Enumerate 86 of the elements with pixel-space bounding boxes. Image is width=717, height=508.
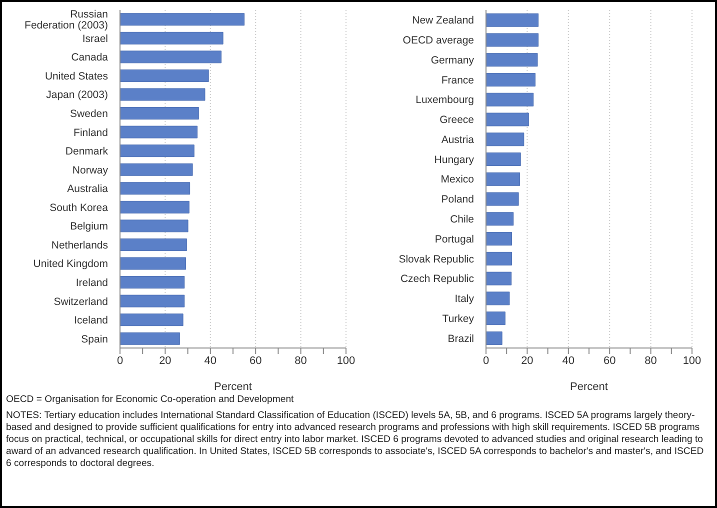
text: OECD = Organisation for Economic Co-operation and Development bbox=[6, 394, 295, 406]
bar bbox=[486, 172, 520, 186]
y-tick-label: United States bbox=[44, 70, 108, 82]
bar bbox=[486, 152, 521, 166]
x-tick-label: 60 bbox=[249, 354, 262, 367]
y-tick-label: Belgium bbox=[70, 220, 108, 233]
bar bbox=[486, 92, 534, 106]
bar bbox=[486, 132, 524, 146]
bar bbox=[120, 182, 190, 195]
y-tick-label: Denmark bbox=[65, 146, 109, 158]
bar bbox=[120, 69, 209, 82]
bar bbox=[120, 314, 184, 326]
x-tick-label: 0 bbox=[482, 354, 490, 367]
y-tick-label: France bbox=[441, 74, 474, 86]
bar bbox=[486, 331, 502, 345]
x-axis-title: Percent bbox=[214, 381, 252, 393]
x-tick-label: 80 bbox=[294, 354, 307, 367]
y-tick-label: United Kingdom bbox=[33, 258, 108, 270]
bar bbox=[120, 32, 224, 44]
y-tick-label: Poland bbox=[441, 194, 474, 206]
y-tick-label: Greece bbox=[440, 114, 474, 126]
y-tick-label: Slovak Republic bbox=[398, 253, 474, 266]
bar bbox=[120, 163, 193, 176]
y-tick-label: South Korea bbox=[50, 202, 108, 214]
bar bbox=[120, 332, 180, 345]
bar bbox=[486, 272, 512, 286]
y-tick-label: Norway bbox=[72, 164, 109, 176]
x-tick-label: 60 bbox=[603, 354, 616, 367]
bar bbox=[486, 192, 519, 206]
x-tick-label: 80 bbox=[644, 354, 657, 367]
y-tick-label: Chile bbox=[450, 213, 474, 226]
y-tick-label: Austria bbox=[441, 134, 474, 146]
bar bbox=[486, 232, 512, 246]
bar bbox=[486, 212, 514, 226]
y-tick-label: Spain bbox=[81, 333, 108, 346]
bar bbox=[486, 13, 539, 27]
y-tick-label: Australia bbox=[67, 183, 108, 196]
y-tick-label: Portugal bbox=[434, 233, 474, 246]
bar bbox=[120, 276, 185, 289]
y-tick-label: Sweden bbox=[70, 108, 108, 120]
bar bbox=[120, 257, 186, 270]
y-tick-label: Russian Federation (2003) bbox=[24, 8, 108, 32]
bar bbox=[120, 50, 222, 64]
bar bbox=[120, 200, 190, 214]
y-tick-label: Brazil bbox=[448, 332, 474, 345]
y-tick-label: Italy bbox=[454, 293, 475, 306]
y-tick-label: Hungary bbox=[434, 154, 475, 166]
bar bbox=[486, 112, 529, 126]
bar bbox=[486, 312, 506, 326]
bar bbox=[120, 144, 194, 158]
bar bbox=[120, 88, 206, 101]
y-tick-label: Luxembourg bbox=[416, 94, 474, 106]
bar bbox=[486, 33, 539, 47]
x-axis-title: Percent bbox=[570, 381, 608, 393]
y-tick-label: Germany bbox=[430, 54, 475, 66]
x-tick-label: 0 bbox=[116, 354, 124, 367]
y-tick-label: Japan (2003) bbox=[46, 89, 108, 102]
bar bbox=[486, 53, 538, 67]
y-tick-label: Netherlands bbox=[51, 239, 108, 252]
bar bbox=[120, 126, 198, 138]
y-tick-label: Mexico bbox=[440, 174, 474, 186]
bar bbox=[120, 13, 245, 26]
x-tick-label: 100 bbox=[336, 354, 356, 367]
x-tick-label: 40 bbox=[562, 354, 575, 367]
y-tick-label: New Zealand bbox=[412, 14, 474, 27]
bar bbox=[486, 292, 510, 306]
text: NOTES: Tertiary education includes International Standard Classification of Education (ISCED) levels 5A, 5B, and 6 programs. ISCED 5A programs largely theory-based and designed to provide sufficient qualifications for entry into advanced research programs and professions with high skill requirements. ISCED 5B programs focus on practical, technical, or occupational skills for direct entry into labor market. ISCED 6 programs devoted to advanced studies and original research leading to award of an advanced research qualification. In United States, ISCED 5B corresponds to associate's, ISCED 5A corresponds to bachelor's and master's, and ISCED 6 corresponds to doctoral degrees. bbox=[6, 410, 705, 470]
y-tick-label: Turkey bbox=[442, 312, 475, 325]
y-tick-label: Ireland bbox=[76, 277, 108, 290]
y-tick-label: Finland bbox=[74, 126, 108, 139]
y-tick-label: Czech Republic bbox=[400, 273, 474, 286]
x-tick-label: 20 bbox=[159, 354, 172, 367]
x-tick-label: 40 bbox=[204, 354, 217, 367]
bar bbox=[120, 238, 187, 251]
x-tick-label: 20 bbox=[521, 354, 534, 367]
y-tick-label: Switzerland bbox=[54, 296, 108, 308]
y-tick-label: Iceland bbox=[74, 314, 108, 327]
y-tick-label: Israel bbox=[82, 32, 108, 45]
bar bbox=[120, 220, 188, 232]
bar bbox=[486, 252, 512, 266]
x-tick-label: 100 bbox=[682, 354, 702, 367]
bar bbox=[486, 72, 536, 86]
y-tick-label: Canada bbox=[71, 52, 108, 64]
y-tick-label: OECD average bbox=[402, 34, 474, 47]
bar bbox=[120, 107, 199, 120]
bar bbox=[120, 294, 185, 308]
